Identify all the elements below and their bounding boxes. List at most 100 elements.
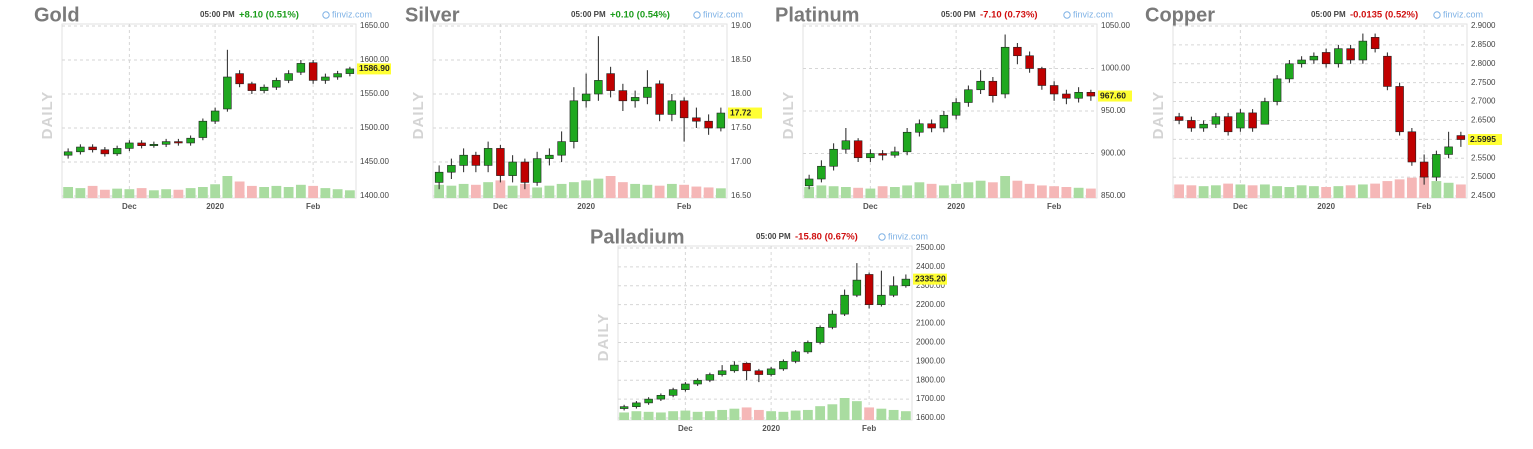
candle-body	[877, 294, 886, 305]
volume-bar	[951, 183, 962, 198]
volume-bar	[1455, 184, 1466, 198]
volume-bar	[581, 180, 592, 198]
volume-bar	[458, 183, 469, 198]
candle-body	[1260, 101, 1270, 125]
chart-title: Gold	[34, 4, 80, 26]
candle-body	[632, 402, 641, 407]
candle-body	[889, 285, 898, 296]
volume-bar	[161, 189, 172, 198]
x-tick-label: Feb	[862, 424, 876, 433]
volume-bar	[1198, 186, 1209, 198]
candle-body	[247, 83, 257, 91]
volume-bar	[1024, 183, 1035, 198]
candle-body	[704, 120, 713, 129]
volume-bar	[1036, 185, 1047, 198]
volume-bar	[668, 411, 679, 420]
candle-body	[754, 370, 764, 375]
candle-body	[1013, 46, 1022, 57]
candle-body	[1285, 63, 1294, 80]
x-tick-label: Feb	[306, 202, 320, 211]
volume-bar	[185, 188, 196, 198]
chart-panel: 1600.00 1700.00 1800.00 1900.00 2000.00 2100.…	[590, 226, 947, 433]
volume-bar	[790, 410, 801, 420]
volume-bar	[888, 409, 899, 420]
x-tick-label: Feb	[1047, 202, 1061, 211]
candle-body	[545, 154, 554, 159]
y-tick-label: 2.5500	[1471, 153, 1496, 162]
volume-bar	[704, 411, 715, 420]
candle-body	[742, 362, 751, 372]
y-tick-label: 2200.00	[916, 300, 945, 309]
volume-bar	[1247, 185, 1258, 198]
candle-body	[1037, 68, 1047, 86]
side-label: DAILY	[1150, 91, 1167, 140]
volume-bar	[1186, 185, 1197, 198]
volume-bar	[889, 187, 900, 198]
volume-bar	[900, 411, 911, 420]
y-tick-label: 19.00	[731, 21, 752, 30]
y-tick-label: 1400.00	[360, 191, 389, 200]
candle-body	[459, 154, 468, 166]
candle-body	[817, 165, 826, 180]
candle-body	[901, 278, 911, 287]
candle-body	[333, 73, 342, 78]
chart-panel: 1400.00 1450.00 1500.00 1550.00 1600.00 1650.…	[34, 4, 391, 211]
y-tick-label: 2400.00	[916, 262, 945, 271]
volume-bar	[197, 187, 208, 198]
candle-body	[630, 97, 640, 102]
candle-body	[1407, 131, 1417, 163]
candle-body	[1432, 154, 1441, 178]
change-label: -0.0135 (0.52%)	[1350, 10, 1418, 21]
volume-bar	[112, 188, 123, 198]
y-tick-label: 2000.00	[916, 338, 945, 347]
candle-body	[951, 102, 961, 116]
volume-bar	[1394, 179, 1405, 198]
volume-bar	[815, 406, 826, 420]
candle-body	[828, 313, 837, 328]
volume-bar	[173, 189, 184, 198]
y-tick-label: 2.6500	[1471, 116, 1496, 125]
candle-body	[1395, 86, 1404, 133]
chart-panel: 16.50 17.00 17.50 18.00 18.50 19.00 Dec 2020 Feb…	[405, 4, 762, 211]
volume-bar	[655, 412, 666, 420]
candle-body	[321, 76, 330, 81]
last-price-box	[1098, 90, 1132, 102]
y-tick-label: 1450.00	[360, 157, 389, 166]
candle-body	[223, 76, 232, 110]
volume-bar	[259, 187, 270, 198]
candle-body	[235, 73, 244, 85]
volume-bar	[344, 190, 355, 198]
x-tick-label: Feb	[677, 202, 691, 211]
candle-body	[1370, 37, 1380, 49]
volume-bar	[222, 176, 233, 198]
candle-body	[483, 148, 493, 166]
volume-bar	[1406, 177, 1417, 198]
volume-bar	[1012, 180, 1023, 198]
change-label: +0.10 (0.54%)	[610, 10, 670, 21]
candle-body	[841, 140, 851, 150]
x-tick-label: 2020	[947, 202, 965, 211]
source-label: finviz.com	[888, 231, 928, 241]
volume-bar	[593, 178, 604, 198]
volume-bar	[1296, 185, 1307, 198]
candle-body	[520, 161, 530, 183]
last-price-box	[1468, 134, 1502, 146]
candle-body	[679, 100, 689, 119]
candle-body	[988, 80, 998, 96]
candle-body	[976, 80, 985, 91]
volume-bar	[1357, 184, 1368, 198]
volume-bar	[975, 180, 986, 198]
y-tick-label: 17.50	[731, 123, 752, 132]
candle-body	[606, 73, 615, 91]
candle-body	[345, 68, 355, 74]
side-label: DAILY	[410, 91, 427, 140]
candle-body	[1223, 116, 1233, 133]
change-label: -15.80 (0.67%)	[795, 232, 858, 243]
candle-body	[1358, 40, 1368, 61]
y-tick-label: 1700.00	[916, 394, 945, 403]
volume-bar	[877, 186, 888, 198]
candle-body	[1025, 55, 1034, 69]
candle-body	[655, 83, 664, 115]
volume-bar	[148, 190, 159, 198]
